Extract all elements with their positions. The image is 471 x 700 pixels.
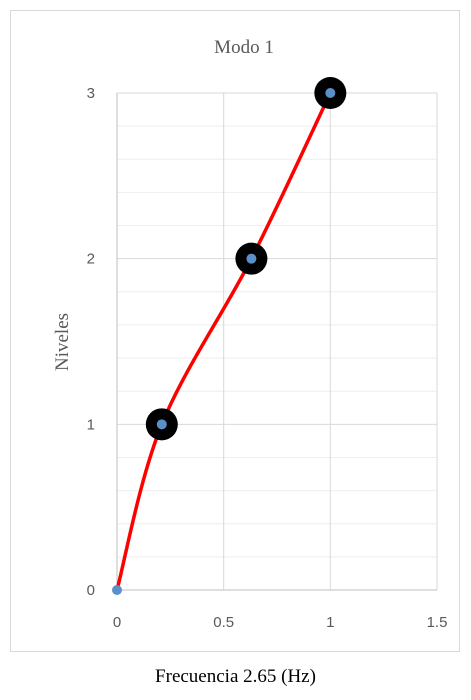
x-tick-label: 0.5 xyxy=(213,614,234,631)
chart-frame xyxy=(10,10,460,652)
series-line xyxy=(115,91,333,592)
x-axis-label: Frecuencia 2.65 (Hz) xyxy=(155,666,316,687)
grid xyxy=(117,92,438,590)
x-tick-label: 1.5 xyxy=(427,614,448,631)
mode-chart: Modo 1 0 0.5 1 1.5 0 1 2 3 Niveles xyxy=(52,37,448,631)
data-point xyxy=(246,253,257,264)
series xyxy=(112,77,347,595)
x-tick-label: 1 xyxy=(326,614,334,631)
y-tick-label: 3 xyxy=(87,85,95,102)
tick-labels: 0 0.5 1 1.5 0 1 2 3 xyxy=(87,85,448,631)
data-point xyxy=(325,88,336,98)
y-tick-label: 2 xyxy=(87,251,95,268)
x-tick-label: 0 xyxy=(113,614,121,631)
data-point xyxy=(112,585,122,595)
y-tick-label: 0 xyxy=(87,582,95,599)
chart-title: Modo 1 xyxy=(214,37,274,58)
y-tick-label: 1 xyxy=(87,416,95,433)
axes xyxy=(116,93,437,591)
data-point xyxy=(156,419,167,430)
y-axis-label: Niveles xyxy=(52,313,73,371)
